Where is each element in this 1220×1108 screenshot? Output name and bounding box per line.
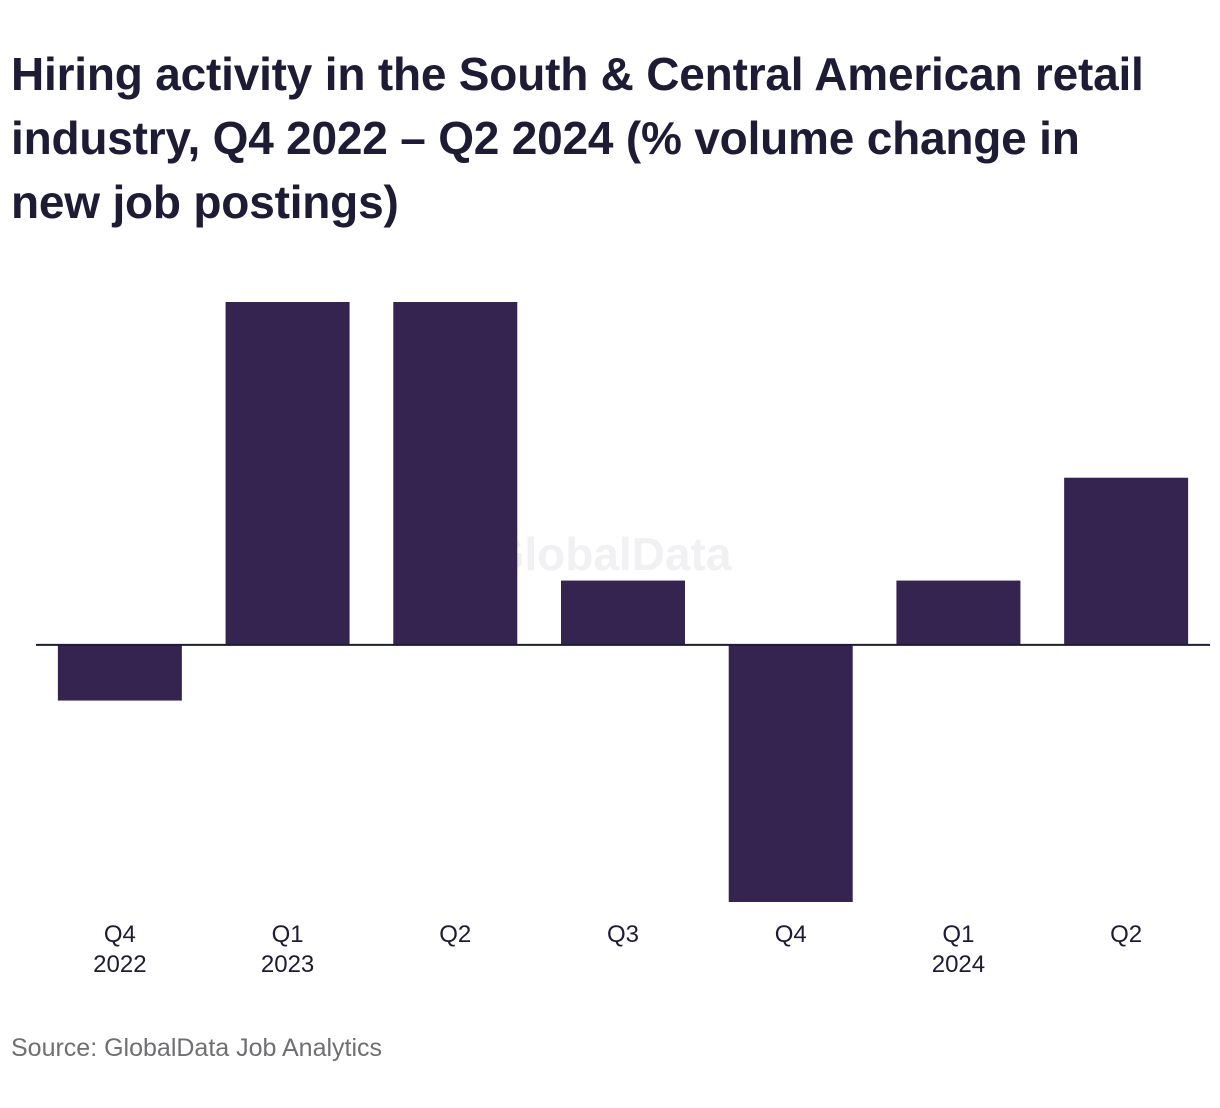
x-tick-quarter-6: Q2 xyxy=(1110,921,1142,948)
x-tick-quarter-0: Q4 xyxy=(104,921,136,948)
bars-group xyxy=(57,302,1189,902)
x-tick-quarter-4: Q4 xyxy=(775,921,807,948)
x-tick-quarter-2: Q2 xyxy=(439,921,471,948)
bar-3 xyxy=(561,580,685,645)
x-tick-quarter-5: Q1 xyxy=(942,921,974,948)
bar-4 xyxy=(728,644,853,902)
chart-title: Hiring activity in the South & Central A… xyxy=(11,48,1144,228)
source-note: Source: GlobalData Job Analytics xyxy=(11,1034,383,1062)
watermark-text: GlobalData xyxy=(489,528,732,580)
bar-chart: GlobalData Q4 2022 Q1 2023 Q2 Q3 Q4 Q1 2024 Q2 xyxy=(36,302,1210,978)
x-tick-quarter-1: Q1 xyxy=(272,921,304,948)
bar-5 xyxy=(896,580,1021,645)
x-tick-quarter-3: Q3 xyxy=(607,921,639,948)
bar-0 xyxy=(57,644,182,701)
bar-6 xyxy=(1064,477,1189,645)
x-tick-year-0: 2022 xyxy=(93,951,146,978)
x-tick-year-1: 2023 xyxy=(261,951,314,978)
x-tick-year-5: 2024 xyxy=(932,951,985,978)
bar-1 xyxy=(225,302,350,645)
bar-2 xyxy=(393,302,518,645)
x-axis-labels: Q4 2022 Q1 2023 Q2 Q3 Q4 Q1 2024 Q2 xyxy=(93,921,1142,978)
